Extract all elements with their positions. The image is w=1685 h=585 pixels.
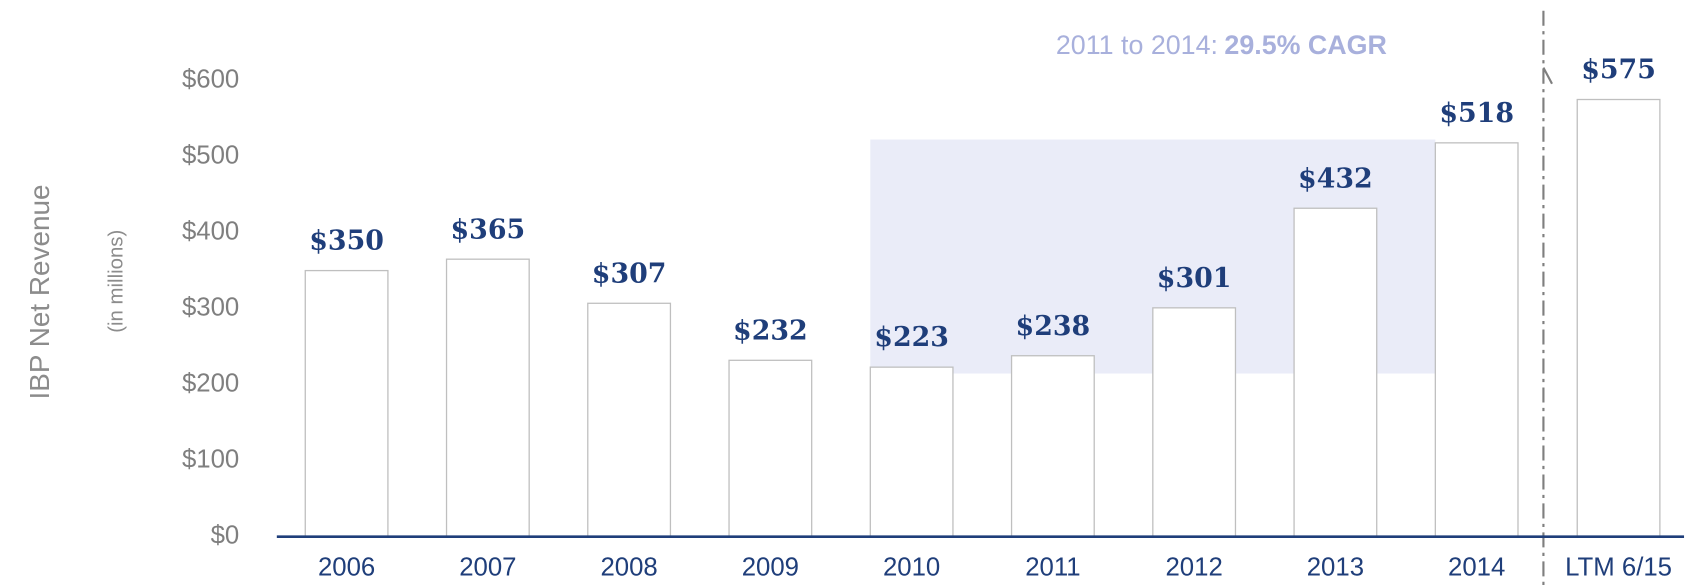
y-axis-sublabel: (in millions) [105, 230, 127, 333]
x-tick-label: 2014 [1448, 554, 1505, 582]
y-tick-label: $500 [182, 141, 239, 169]
x-tick-label: 2011 [1025, 554, 1080, 582]
bar [1434, 142, 1519, 538]
bar [587, 302, 672, 538]
bar [1010, 355, 1095, 538]
bar [869, 366, 954, 538]
x-tick-label: 2012 [1165, 554, 1222, 582]
value-label: $432 [1298, 163, 1373, 194]
bar [728, 359, 813, 538]
y-tick-label: $400 [182, 217, 239, 245]
y-tick-label: $300 [182, 293, 239, 321]
value-label: $238 [1016, 311, 1091, 342]
y-tick-label: $0 [211, 522, 240, 550]
y-axis-label: IBP Net Revenue [24, 184, 55, 399]
x-tick-label: 2009 [742, 554, 799, 582]
annotation-highlight: 29.5% CAGR [1224, 30, 1387, 60]
value-label: $350 [309, 226, 384, 257]
value-label: $223 [874, 322, 949, 353]
value-label: $518 [1439, 98, 1514, 129]
x-tick-label: 2013 [1307, 554, 1364, 582]
annotation: 2011 to 2014: 29.5% CAGR [1056, 30, 1387, 60]
x-tick-label: 2006 [318, 554, 375, 582]
value-label: $307 [592, 258, 667, 289]
bar [304, 269, 389, 538]
value-label: $575 [1581, 55, 1656, 86]
bar [1293, 207, 1378, 538]
y-tick-label: $600 [182, 65, 239, 93]
bar [1576, 98, 1661, 538]
y-tick-label: $100 [182, 445, 239, 473]
value-label: $365 [451, 214, 526, 245]
bar [445, 258, 530, 538]
x-tick-label: 2010 [883, 554, 940, 582]
x-tick-label: LTM 6/15 [1565, 554, 1672, 582]
separator-break [1542, 67, 1553, 85]
value-label: $232 [733, 315, 808, 346]
x-tick-label: 2008 [600, 554, 657, 582]
y-tick-label: $200 [182, 369, 239, 397]
value-label: $301 [1157, 263, 1232, 294]
x-tick-label: 2007 [459, 554, 516, 582]
annotation-text: 2011 to 2014: [1056, 30, 1218, 60]
bar [1152, 307, 1237, 538]
